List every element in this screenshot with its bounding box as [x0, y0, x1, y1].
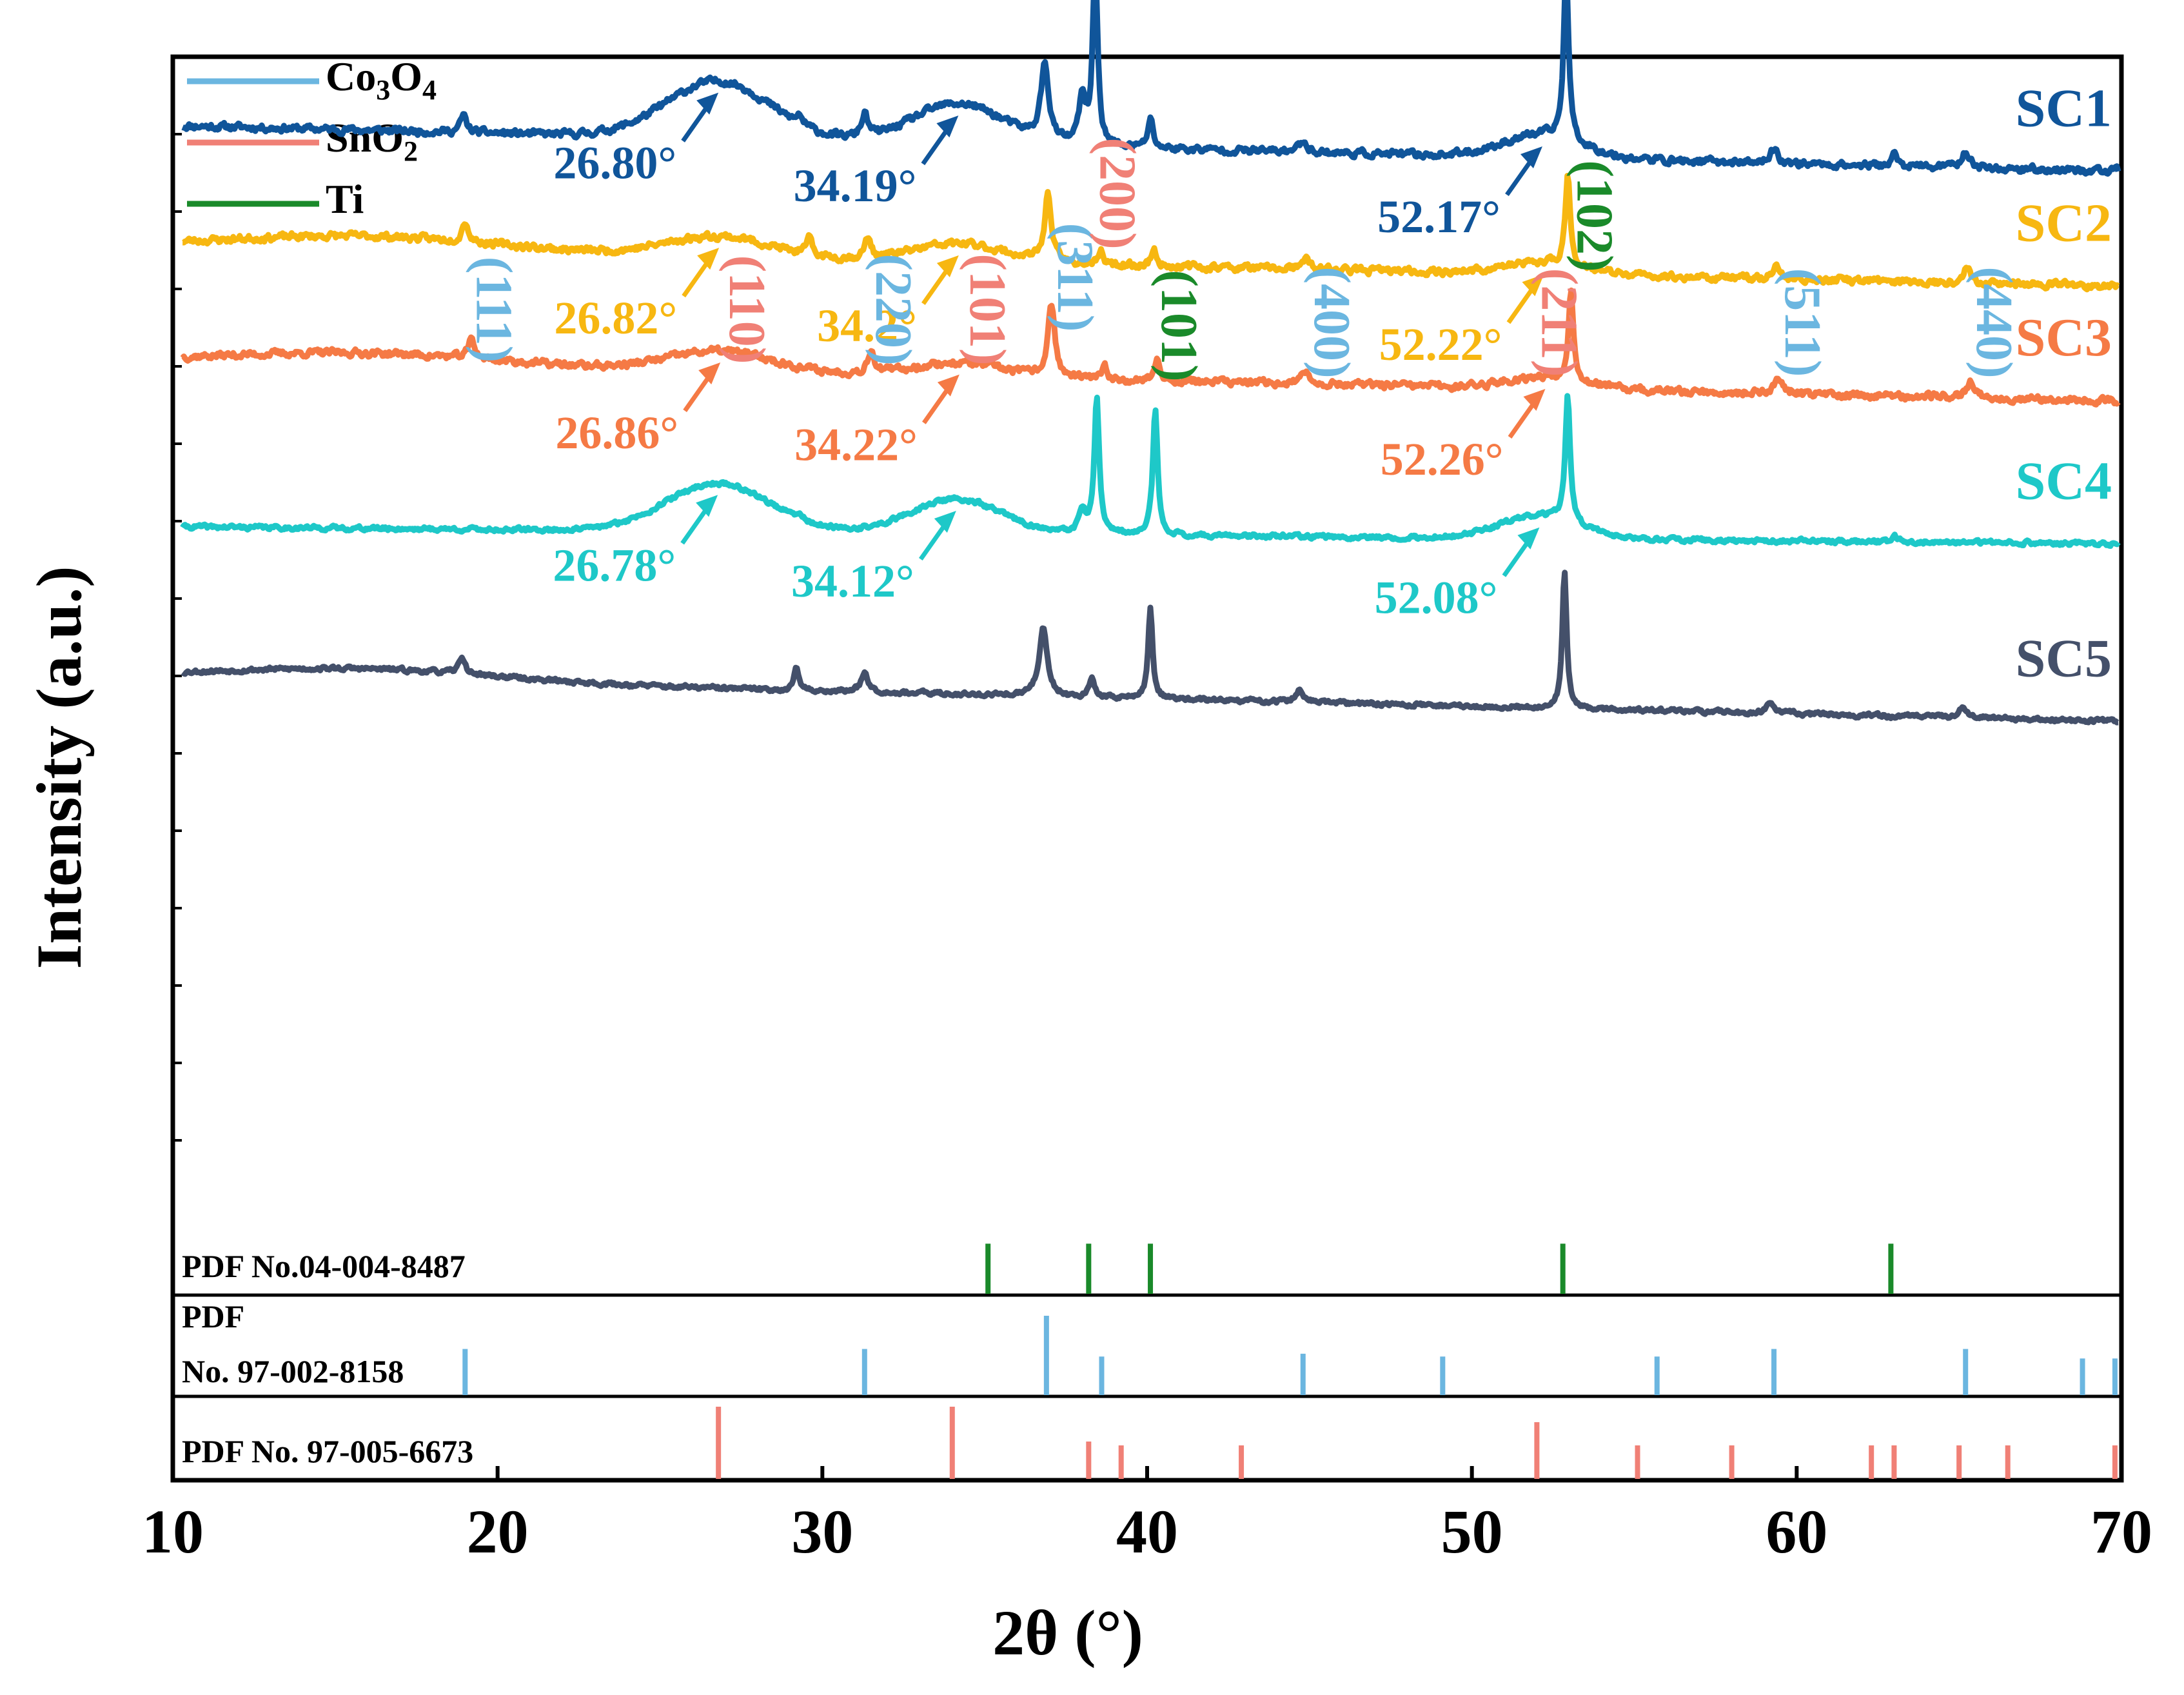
annotation-arrowhead [696, 495, 718, 517]
annotation-label: 34.22° [794, 419, 918, 471]
x-tick-label: 60 [1766, 1497, 1827, 1566]
legend-label: Co3O4 [326, 54, 437, 106]
hkl-label: (511) [1774, 268, 1831, 377]
series-label: SC2 [2016, 193, 2112, 253]
annotation-arrowhead [697, 248, 720, 270]
series-line-sc5 [181, 570, 2120, 726]
legend-label-part: Co [326, 54, 376, 99]
annotation-label: 26.80° [553, 137, 676, 189]
annotation-label: 26.82° [554, 292, 677, 344]
hkl-label: (102) [1566, 160, 1623, 272]
annotation-arrowhead [936, 115, 959, 138]
annotation-arrowhead [936, 255, 959, 277]
hkl-label: (111) [465, 257, 522, 362]
series-label: SC3 [2016, 308, 2112, 368]
series-label: SC1 [2016, 79, 2112, 139]
legend-label: SnO2 [326, 115, 418, 167]
hkl-label: (101) [959, 253, 1016, 365]
x-tick-label: 20 [467, 1497, 529, 1566]
x-tick-label: 50 [1441, 1497, 1503, 1566]
annotation-arrowhead [1520, 146, 1542, 169]
reference-label: PDF [182, 1298, 244, 1334]
annotation-arrowhead [698, 362, 721, 384]
annotation-label: 34.2° [817, 300, 917, 352]
x-axis-label: 2θ (°) [992, 1597, 1143, 1669]
annotation-arrowhead [1523, 388, 1546, 411]
series-line-sc2 [181, 173, 2120, 293]
x-tick-label: 10 [142, 1497, 204, 1566]
hkl-label: (110) [718, 255, 775, 364]
series-label: SC4 [2016, 451, 2112, 511]
series-label: SC5 [2016, 629, 2112, 689]
annotation-label: 26.86° [555, 407, 678, 459]
annotation-arrowhead [934, 510, 956, 533]
reference-label: No. 97-002-8158 [182, 1353, 404, 1389]
series-line-sc4 [180, 393, 2121, 549]
reference-label: PDF No. 97-005-6673 [182, 1433, 473, 1469]
annotation-arrowhead [696, 92, 719, 115]
legend-label-part: 4 [422, 74, 437, 106]
y-axis-label: Intensity (a.u.) [23, 566, 95, 969]
annotation-label: 34.12° [791, 555, 914, 607]
x-tick-label: 70 [2091, 1497, 2152, 1566]
x-tick-label: 40 [1116, 1497, 1178, 1566]
legend-label: Ti [326, 176, 364, 222]
hkl-label: (311) [1047, 223, 1103, 332]
annotation-label: 52.08° [1375, 572, 1498, 624]
annotation-arrowhead [937, 374, 959, 397]
annotation-label: 52.17° [1377, 191, 1500, 243]
legend-label-part: O [390, 54, 422, 99]
annotation-label: 52.22° [1379, 319, 1502, 370]
annotation-label: 34.19° [794, 160, 917, 212]
series-line-sc1 [181, 0, 2121, 177]
legend-label-part: SnO [326, 115, 404, 161]
hkl-label: (220) [865, 253, 921, 365]
annotation-label: 26.78° [553, 539, 676, 591]
legend-label-part: 3 [376, 74, 390, 106]
legend-label-part: Ti [326, 176, 364, 222]
series-line-sc3 [180, 287, 2121, 408]
annotation-arrowhead [1522, 274, 1544, 297]
hkl-label: (400) [1303, 266, 1360, 378]
annotation-label: 52.26° [1381, 433, 1504, 485]
legend-label-part: 2 [404, 135, 418, 167]
hkl-label: (440) [1965, 266, 2022, 378]
hkl-label: (200) [1088, 137, 1145, 249]
hkl-label: (101) [1150, 270, 1207, 381]
annotation-arrowhead [1517, 527, 1540, 550]
reference-label: PDF No.04-004-8487 [182, 1248, 466, 1284]
hkl-label: (211) [1530, 268, 1587, 377]
x-tick-label: 30 [791, 1497, 853, 1566]
